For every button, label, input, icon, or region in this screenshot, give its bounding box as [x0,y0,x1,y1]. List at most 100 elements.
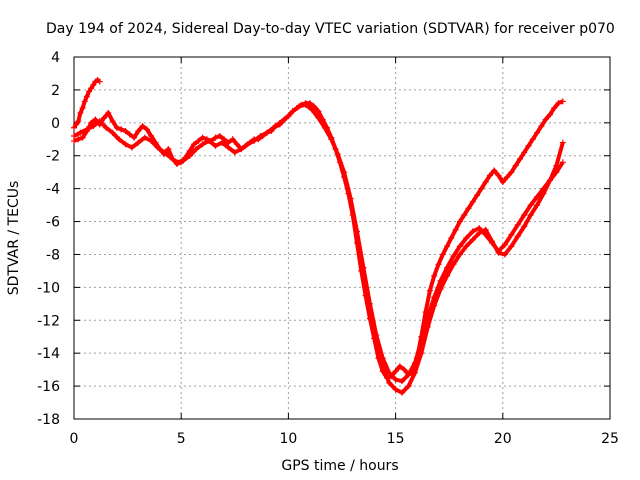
data-point [90,123,97,130]
data-point [195,137,202,144]
data-point [77,109,84,116]
data-point [444,243,451,250]
data-point [538,123,545,130]
x-tick-label: 5 [177,431,186,447]
x-tick-label: 20 [494,431,512,447]
data-point [439,251,446,258]
data-point [392,386,399,393]
data-point [206,137,213,144]
data-point [444,264,451,271]
data-point [424,323,431,330]
data-point [474,192,481,199]
data-point [456,251,463,258]
data-point [527,211,534,218]
data-point [283,114,290,121]
data-point [122,141,129,148]
data-point [276,121,283,128]
data-point [81,98,88,105]
data-point [118,126,125,133]
data-point [73,121,80,128]
data-point [167,154,174,161]
data-point [238,146,245,153]
y-tick-label: -14 [37,346,60,362]
data-point [257,132,264,139]
data-point [469,198,476,205]
data-point [373,340,380,347]
data-point [465,205,472,212]
data-point [180,157,187,164]
data-point [463,235,470,241]
data-point [199,134,206,141]
series-4 [366,139,566,396]
data-point [88,85,95,92]
data-point [109,118,116,125]
data-point [77,129,84,136]
data-point [105,109,112,116]
data-point [401,366,408,373]
data-point [244,141,251,148]
data-point [101,114,108,121]
data-point [495,172,502,179]
data-point [212,142,219,149]
data-point [360,264,367,271]
data-point [71,124,77,131]
data-point [525,142,532,149]
y-tick-label: 2 [51,83,60,99]
y-axis-title: SDTVAR / TECUs [6,181,22,296]
data-point [514,221,521,228]
data-point [186,152,193,159]
data-point [71,132,77,139]
data-point [263,129,270,136]
data-point [450,261,457,268]
data-point [306,100,313,107]
data-point [334,151,341,158]
data-point [392,368,399,375]
data-point [116,136,123,143]
data-point [399,389,406,396]
data-point [499,179,506,186]
data-point [469,236,476,243]
data-point [508,231,515,238]
x-tick-label: 10 [279,431,297,447]
data-point [289,108,296,115]
data-point [193,146,200,153]
data-point [103,124,110,131]
y-tick-label: 4 [51,50,60,66]
x-axis-title: GPS time / hours [281,458,398,474]
data-point [514,233,521,240]
data-point [461,211,468,218]
data-point [476,230,483,237]
data-point [88,119,95,126]
data-point [501,251,508,258]
data-point [225,144,232,151]
data-point [135,128,142,135]
data-point [527,202,534,209]
data-point [540,190,547,197]
data-point [553,162,560,169]
series-layer [71,77,566,396]
data-point [96,118,103,125]
data-point [418,350,425,357]
data-point [96,78,103,85]
data-point [109,129,116,136]
data-point [534,129,541,136]
data-point [212,134,219,141]
data-point [308,106,315,113]
plot-frame [73,56,611,420]
data-point [141,134,148,141]
y-tick-label: -8 [46,247,60,263]
data-point [559,139,566,146]
data-point [341,169,348,176]
data-point [486,172,493,179]
data-point [463,243,470,250]
data-point [379,363,386,370]
data-point [546,111,553,118]
data-point [128,144,135,151]
data-point [551,105,558,112]
data-point [92,116,99,123]
data-point [555,100,562,107]
data-point [456,243,463,250]
data-point [437,286,444,293]
data-point [495,249,502,256]
